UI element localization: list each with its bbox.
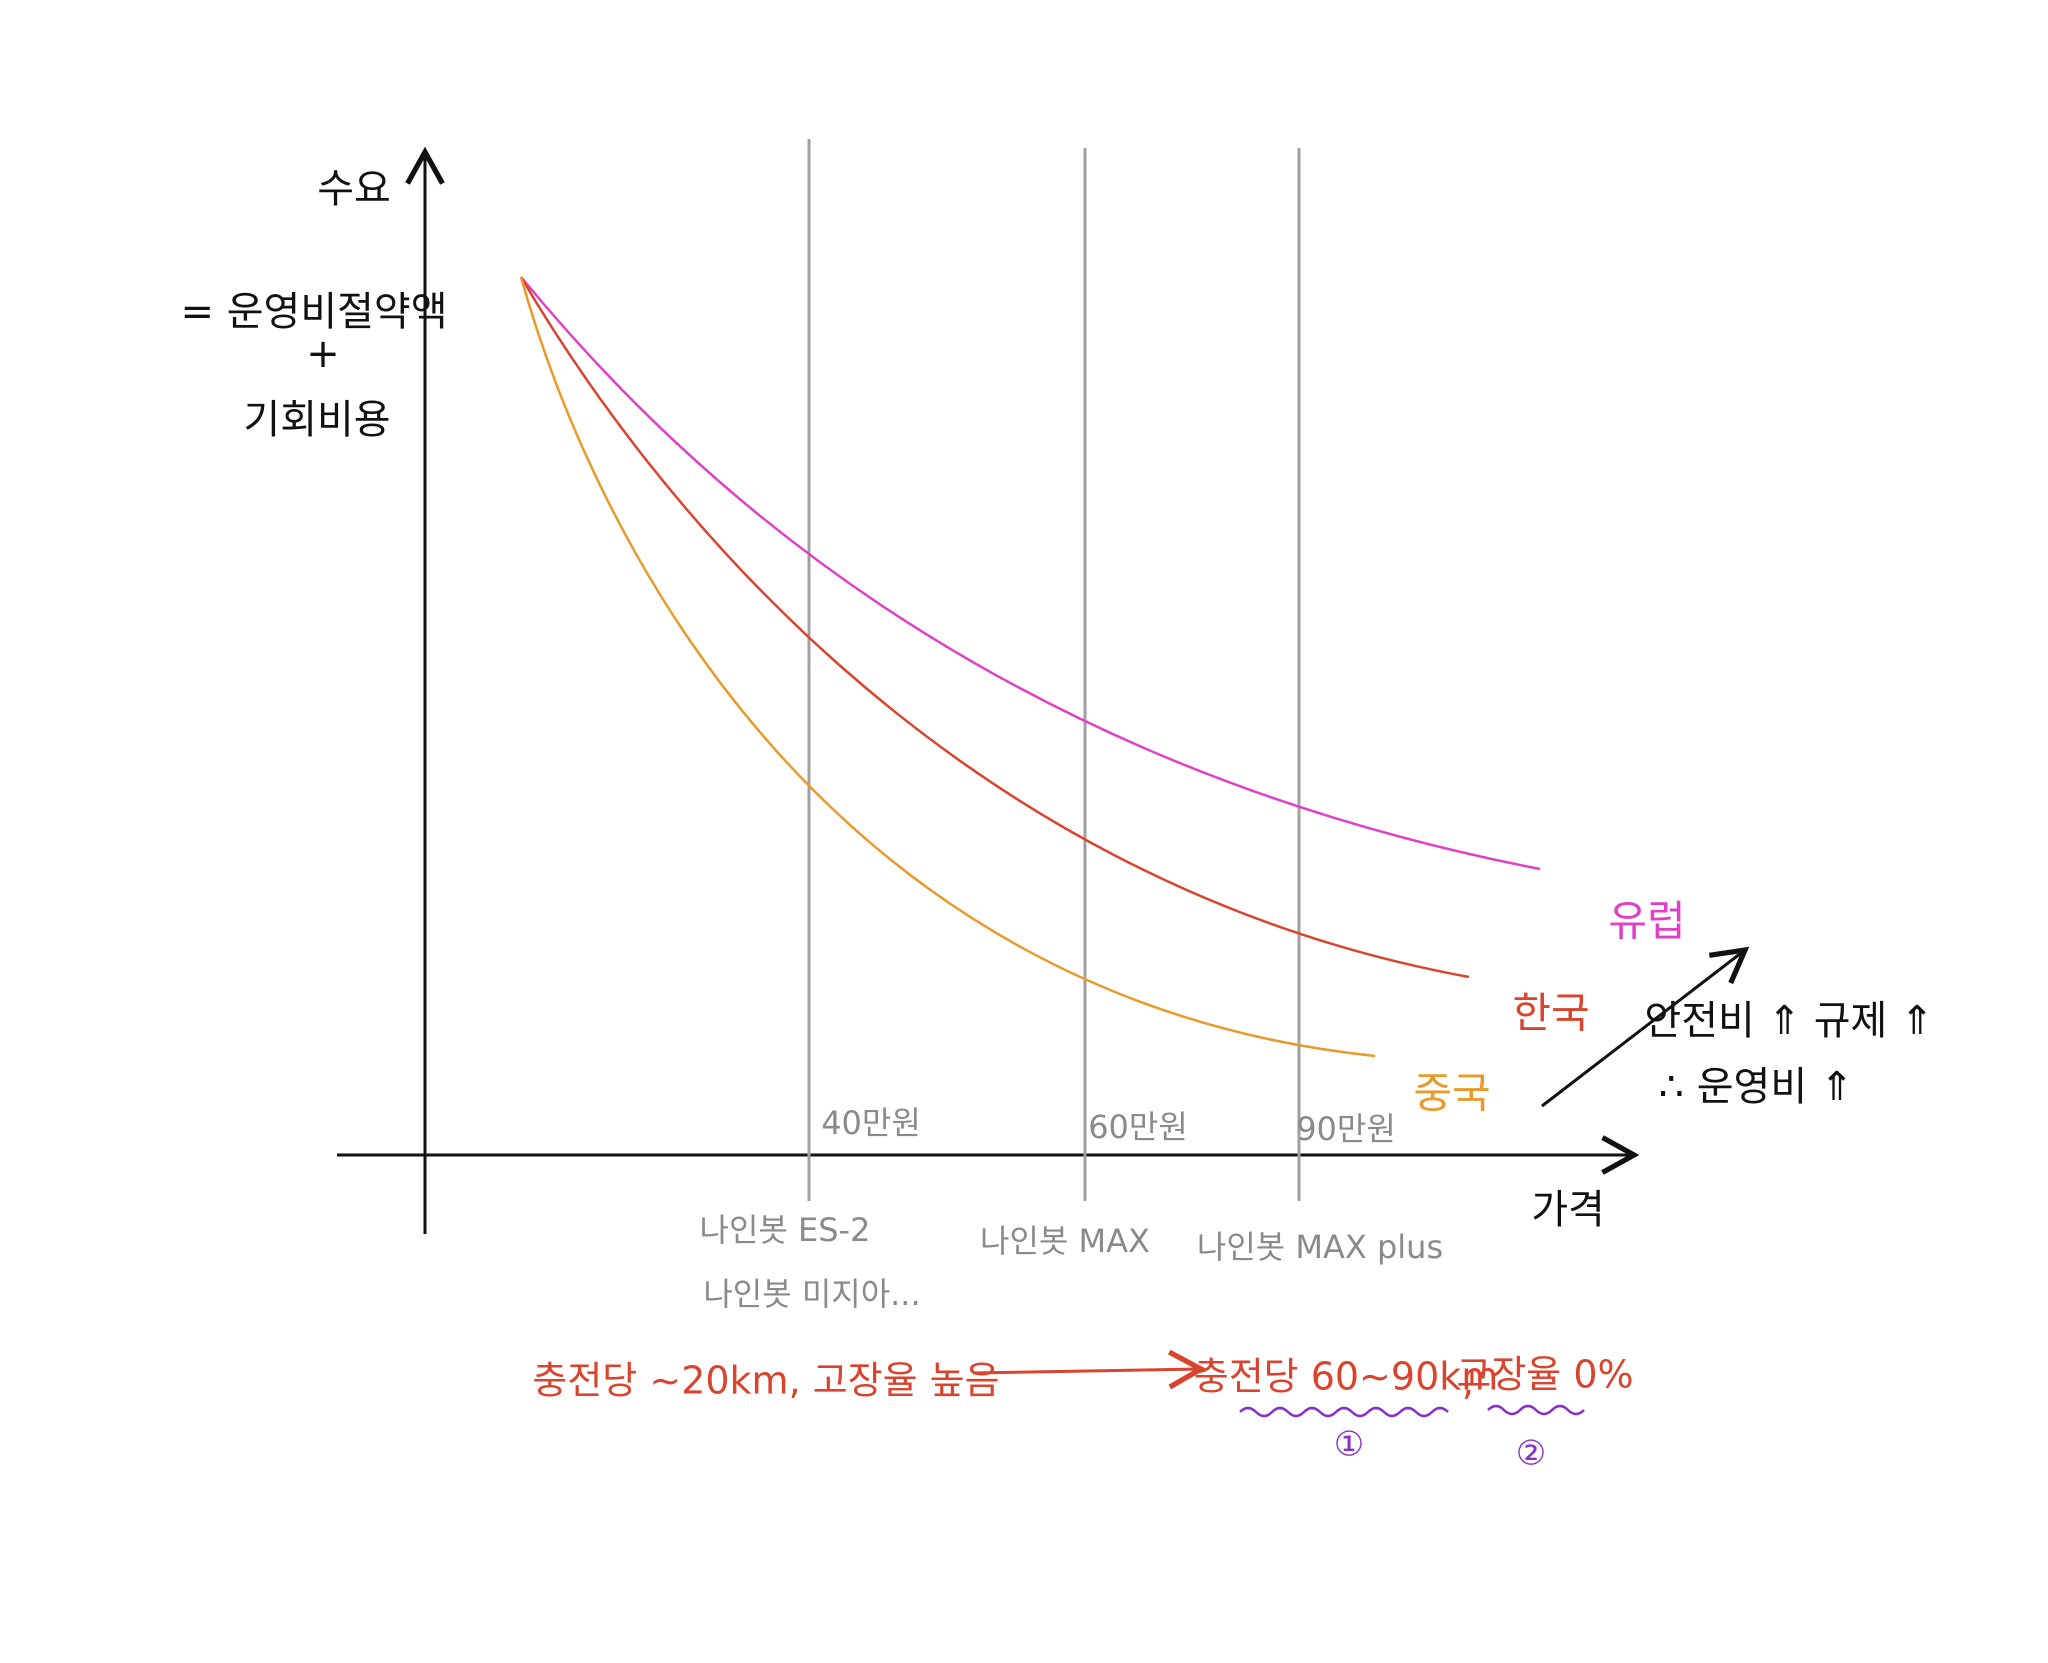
price-label: 60만원 (1088, 1108, 1188, 1146)
demand-curve (519, 276, 1376, 1058)
curve-label: 유럽 (1608, 897, 1685, 946)
demand-curve (519, 276, 1470, 979)
note-line: 안전비 ⇑ 규제 ⇑ (1644, 998, 1933, 1044)
separator: , (1462, 1360, 1474, 1404)
y-note: + (306, 331, 340, 377)
y-axis-label: 수요 (317, 166, 391, 212)
model-label: 나인봇 MAX (980, 1222, 1150, 1260)
price-label: 90만원 (1296, 1110, 1396, 1148)
curve-label: 한국 (1512, 989, 1589, 1038)
x-axis-label: 가격 (1531, 1187, 1605, 1233)
price-label: 40만원 (821, 1104, 921, 1142)
demand-curve (520, 276, 1541, 871)
marker: ② (1516, 1434, 1546, 1474)
marker: ① (1334, 1425, 1364, 1465)
model-label: 나인봇 ES-2 (700, 1211, 871, 1249)
underline (1487, 1404, 1585, 1416)
y-note: = 운영비절약액 (180, 289, 447, 335)
trend-arrow (1541, 946, 1750, 1108)
model-label: 나인봇 MAX plus (1197, 1228, 1443, 1266)
after-text: 충전당 60~90km (1194, 1355, 1499, 1399)
change-arrow (972, 1349, 1207, 1390)
y-note: 기회비용 (243, 397, 390, 443)
note-line: ∴ 운영비 ⇑ (1659, 1064, 1854, 1110)
curve-label: 중국 (1413, 1069, 1490, 1118)
model-label: 나인봇 미지아... (703, 1275, 920, 1313)
after-text: 고장율 0% (1456, 1353, 1633, 1397)
before-text: 충전당 ~20km, 고장율 높음 (532, 1359, 999, 1403)
underline (1239, 1406, 1449, 1418)
